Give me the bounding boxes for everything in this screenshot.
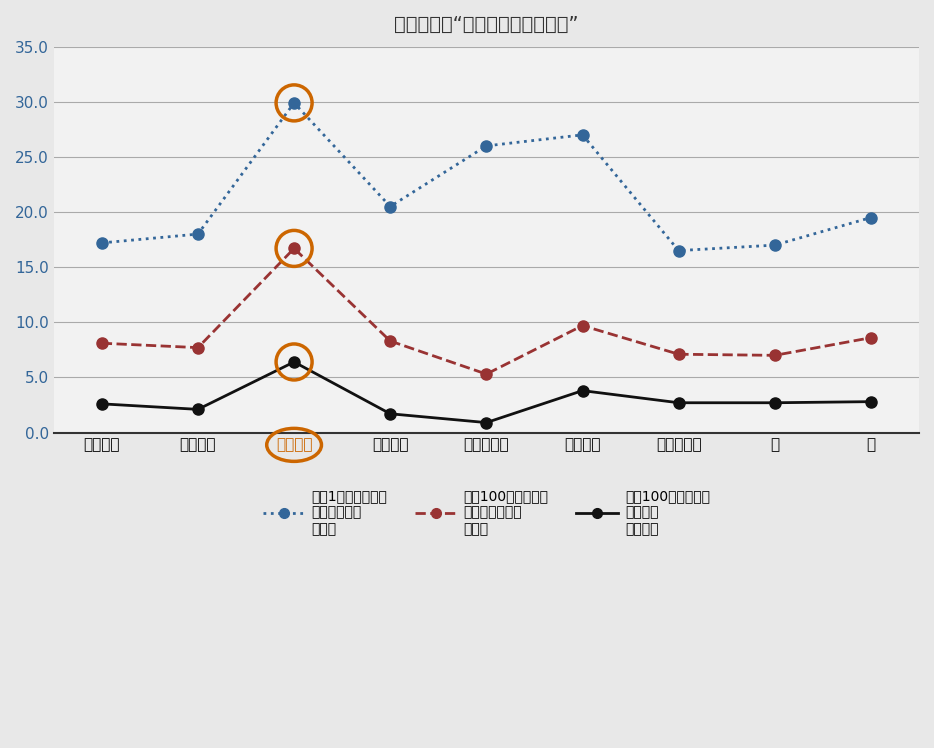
Title: 数字で見る“しらかわものづくり”: 数字で見る“しらかわものづくり” [394,15,579,34]
Legend: 人口1万人あたりの
製造業事業所
（社）, 人口100人あたりの
製造業従事者数
（人）, 人口100人あたりの
出荷額数
（億円）: 人口1万人あたりの 製造業事業所 （社）, 人口100人あたりの 製造業従事者数… [257,484,715,542]
